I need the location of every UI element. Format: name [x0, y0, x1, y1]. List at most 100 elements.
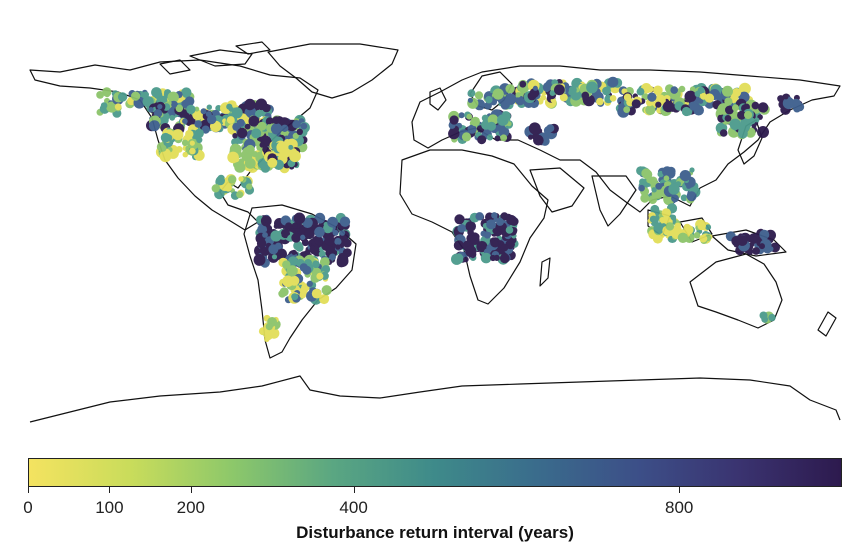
disturbance-patch — [732, 104, 739, 112]
disturbance-patch — [693, 232, 701, 239]
disturbance-patch — [724, 97, 733, 106]
disturbance-patch — [686, 183, 692, 189]
disturbance-patch — [670, 214, 677, 221]
disturbance-patch — [499, 253, 510, 264]
disturbance-patch — [244, 158, 256, 169]
disturbance-patch — [636, 87, 645, 96]
disturbance-patch — [291, 249, 297, 255]
disturbance-patch — [232, 133, 238, 139]
disturbance-patch — [492, 228, 499, 234]
disturbance-patch — [475, 212, 484, 221]
disturbance-patch — [689, 86, 696, 92]
disturbance-patch — [324, 234, 335, 246]
disturbance-patch — [655, 182, 663, 190]
disturbance-patch — [467, 124, 477, 134]
disturbance-patch — [244, 106, 257, 119]
disturbance-patch — [704, 93, 715, 103]
disturbance-patch — [470, 116, 480, 127]
disturbance-patch — [759, 243, 765, 250]
disturbance-patch — [316, 272, 324, 280]
disturbance-patch — [659, 217, 666, 223]
arabia-outline — [529, 167, 585, 213]
disturbance-patch — [532, 85, 538, 91]
disturbance-patch — [206, 104, 212, 110]
disturbance-patch — [196, 136, 203, 144]
disturbance-patch — [273, 223, 279, 229]
disturbance-patch — [782, 97, 795, 110]
colorbar-tick-label: 200 — [176, 498, 205, 517]
disturbance-patch — [336, 255, 349, 267]
disturbance-patch — [259, 142, 265, 148]
disturbance-patch — [467, 89, 476, 98]
disturbance-patch — [661, 208, 671, 218]
disturbance-patch — [299, 291, 307, 299]
disturbance-patch — [238, 176, 244, 182]
disturbance-patch — [211, 184, 220, 193]
disturbance-patch — [470, 235, 480, 245]
disturbance-patch — [262, 146, 270, 154]
disturbance-patch — [148, 107, 154, 113]
disturbance-patch — [528, 134, 534, 140]
disturbance-patch — [646, 85, 654, 93]
disturbance-patch — [339, 230, 346, 236]
disturbance-patch — [234, 161, 246, 173]
disturbance-patch — [201, 125, 210, 134]
disturbance-patch — [194, 106, 200, 112]
disturbance-patch — [515, 92, 521, 98]
disturbance-patch — [492, 88, 504, 100]
disturbance-patch — [291, 293, 299, 301]
colorbar-tick — [109, 487, 111, 493]
new-zealand-outline — [817, 311, 837, 337]
colorbar-gradient — [28, 458, 842, 487]
disturbance-patch — [474, 91, 484, 100]
disturbance-patch — [645, 104, 656, 116]
disturbance-patch — [449, 115, 459, 125]
disturbance-patch — [288, 144, 294, 150]
disturbance-patch — [642, 169, 653, 180]
disturbance-patch — [182, 118, 188, 124]
disturbance-patch — [263, 330, 273, 341]
disturbance-patch — [761, 316, 769, 323]
disturbance-patch — [332, 229, 339, 236]
disturbance-patch — [453, 240, 464, 251]
disturbance-patch — [288, 256, 298, 267]
disturbance-patch — [674, 222, 682, 229]
disturbance-patch — [272, 116, 281, 124]
disturbance-patch — [291, 233, 301, 243]
disturbance-patch — [207, 114, 217, 125]
disturbance-patch — [738, 82, 751, 95]
disturbance-patch — [228, 175, 237, 184]
disturbance-patch — [665, 222, 675, 231]
disturbance-patch — [505, 226, 514, 234]
disturbance-patch — [159, 150, 172, 163]
disturbance-patch — [280, 228, 290, 239]
colorbar-tick — [28, 487, 29, 493]
disturbance-patch — [200, 108, 207, 115]
disturbance-patch — [732, 88, 742, 97]
disturbance-patch — [292, 132, 299, 139]
disturbance-patch — [293, 241, 303, 251]
disturbance-patch — [282, 260, 291, 269]
disturbance-patch — [300, 234, 306, 240]
disturbance-patch — [175, 104, 184, 113]
disturbance-patch — [491, 212, 498, 219]
disturbance-patch — [670, 86, 678, 94]
disturbance-patch — [185, 129, 194, 139]
disturbance-patch — [256, 238, 267, 249]
disturbance-patch — [148, 120, 160, 132]
disturbance-patch — [312, 260, 320, 269]
disturbance-patch — [248, 115, 260, 127]
disturbance-patch — [528, 122, 541, 135]
disturbance-patch — [477, 135, 487, 145]
disturbance-patch — [754, 117, 760, 123]
disturbance-patch — [254, 109, 263, 118]
disturbance-patch — [157, 104, 163, 110]
disturbance-patch — [454, 214, 465, 225]
disturbance-patch — [264, 216, 271, 224]
disturbance-patch — [286, 265, 298, 277]
disturbance-patch — [270, 123, 283, 135]
greenland-outline — [267, 43, 399, 99]
disturbance-patch — [299, 263, 308, 272]
disturbance-patch — [465, 221, 477, 232]
colorbar-tick-label: 0 — [23, 498, 33, 517]
